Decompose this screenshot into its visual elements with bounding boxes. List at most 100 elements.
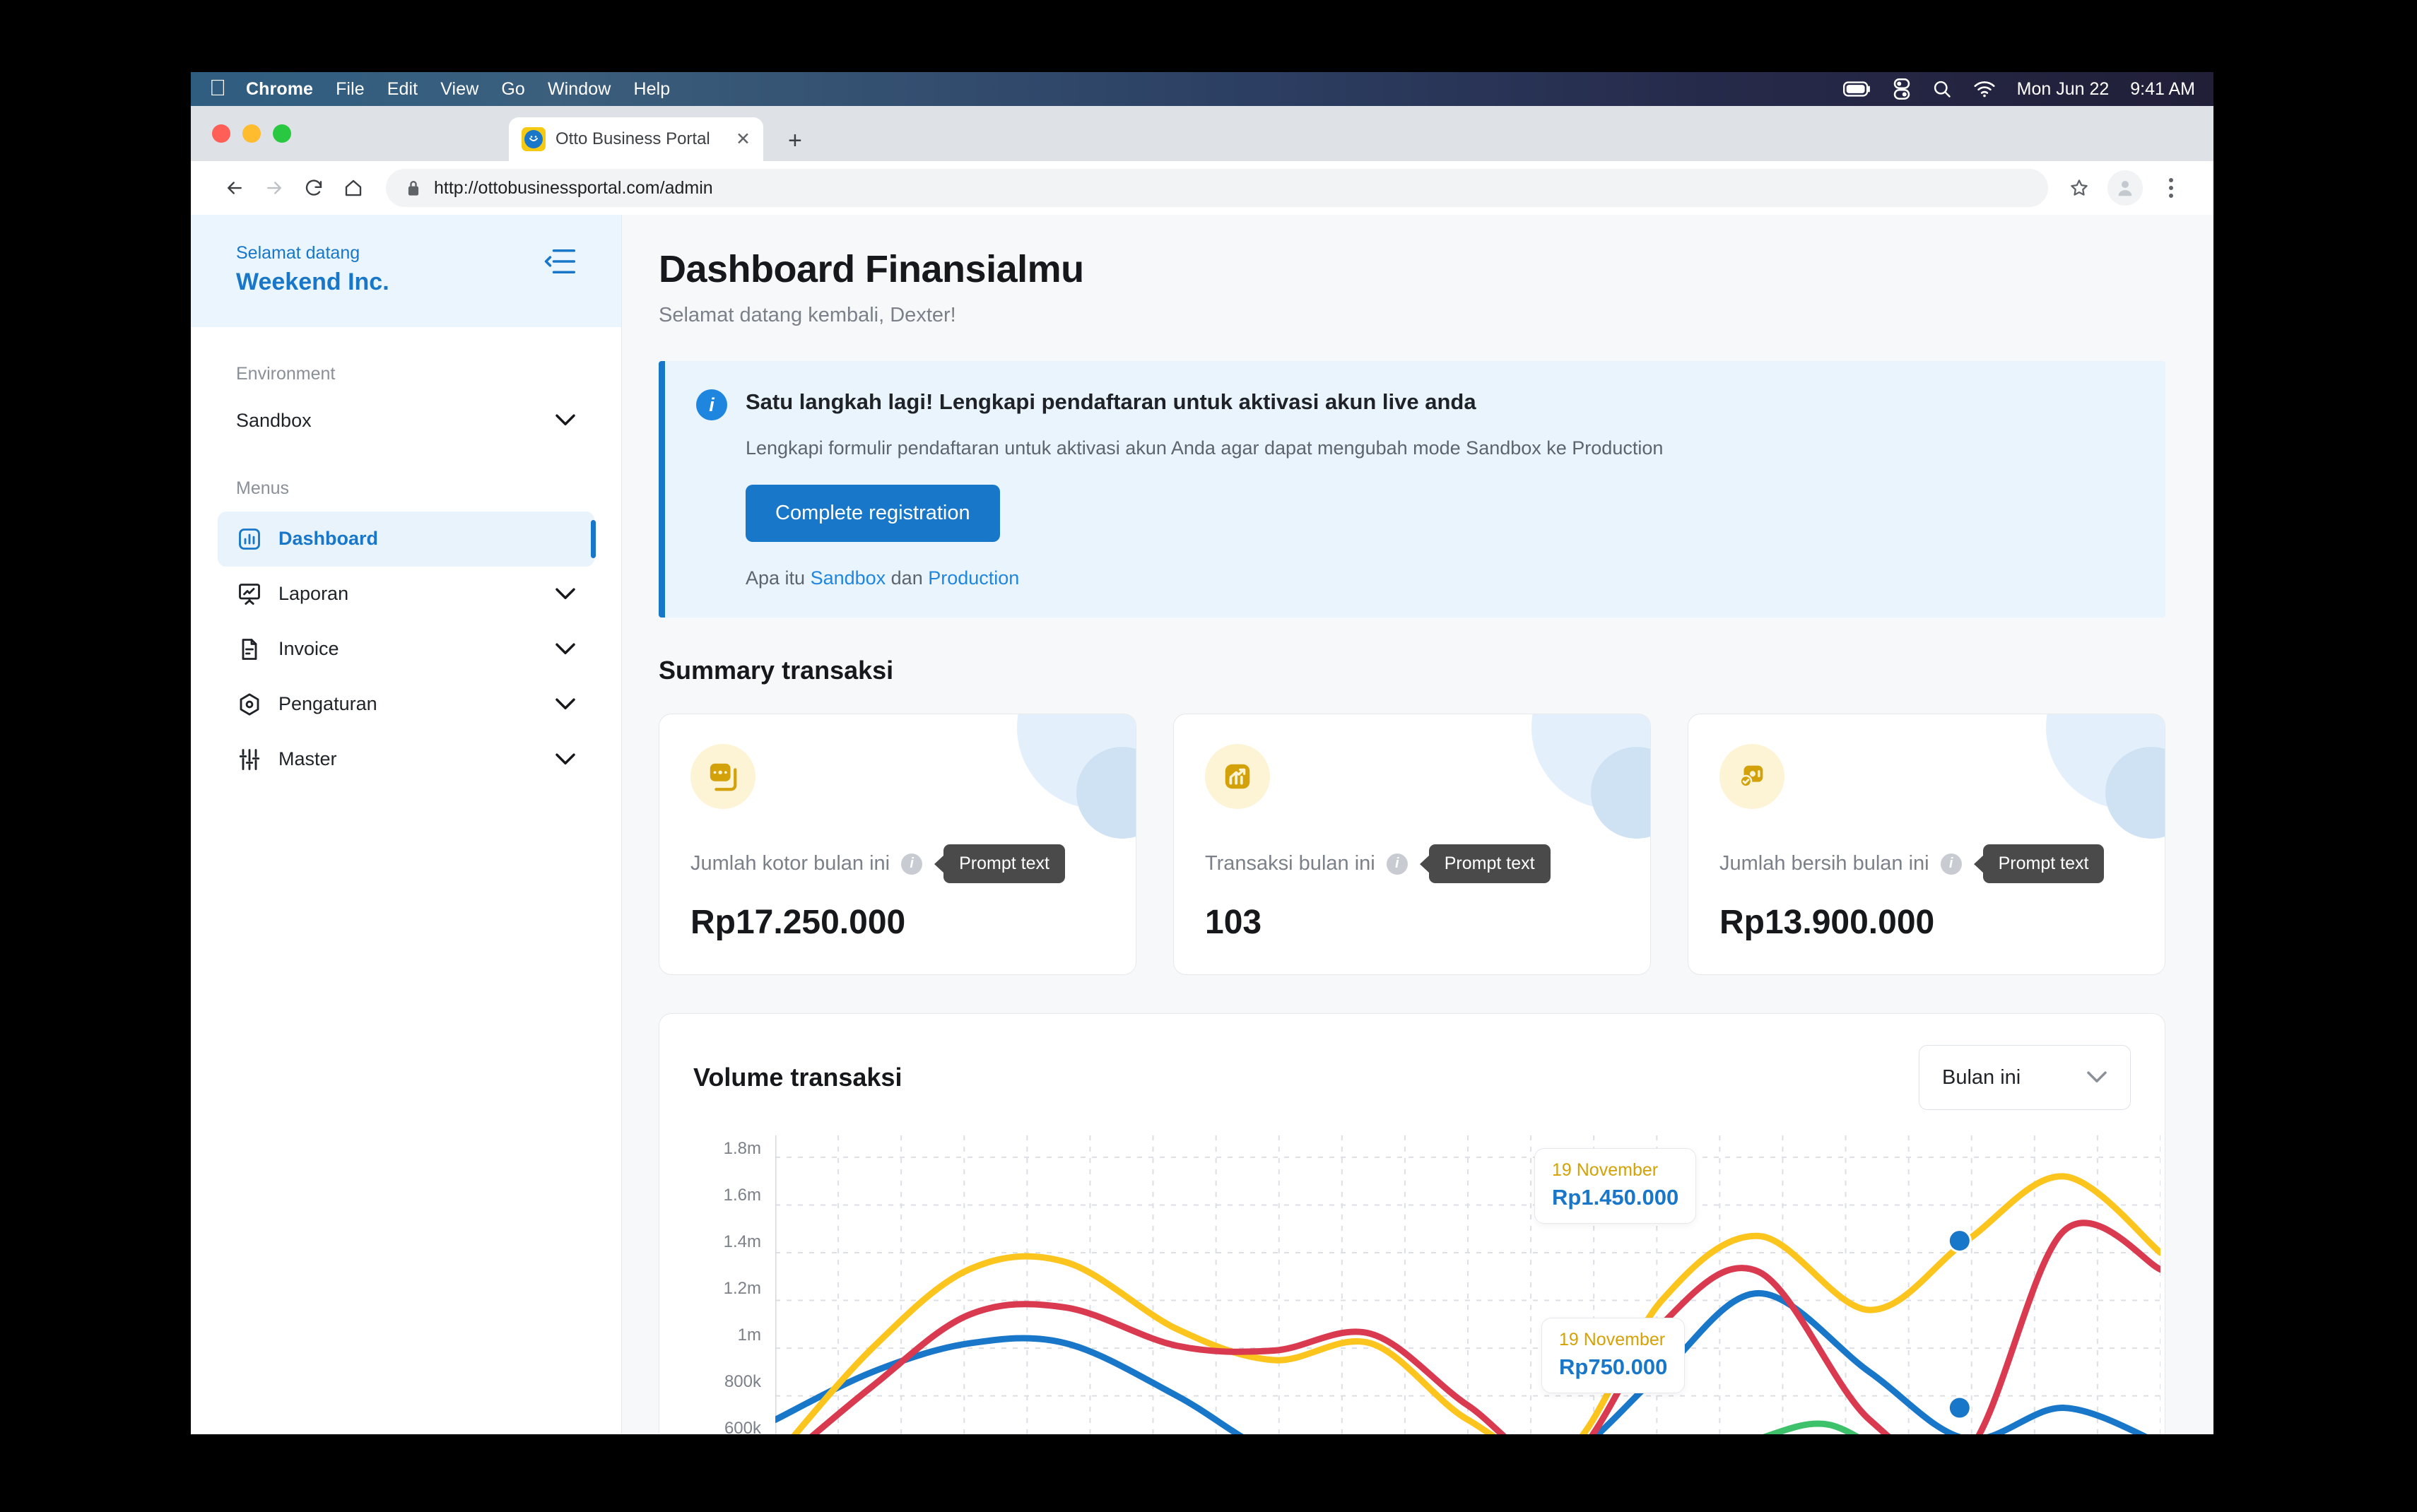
banner-text: Lengkapi formulir pendaftaran untuk akti…: [746, 437, 1664, 459]
info-icon[interactable]: i: [901, 853, 923, 875]
info-circle-icon: i: [696, 389, 727, 420]
growth-chart-icon: [1205, 744, 1270, 809]
card-value: Rp13.900.000: [1719, 904, 1935, 941]
sidebar-greeting: Selamat datang: [236, 243, 360, 263]
banner-footer: Apa itu Sandbox dan Production: [746, 567, 2131, 589]
toolbar-actions: [2061, 170, 2189, 206]
address-bar[interactable]: http://ottobusinessportal.com/admin: [386, 169, 2048, 207]
summary-heading: Summary transaksi: [659, 656, 894, 685]
chart-range-value: Bulan ini: [1942, 1065, 2021, 1089]
banner-footer-prefix: Apa itu: [746, 567, 811, 589]
profile-avatar-icon[interactable]: [2107, 170, 2143, 206]
sidebar-item-label: Dashboard: [278, 528, 379, 550]
close-icon[interactable]: ✕: [736, 129, 751, 149]
chart-y-axis: 1.8m 1.6m 1.4m 1.2m 1m 800k 600k: [693, 1135, 761, 1434]
registration-banner: i Satu langkah lagi! Lengkapi pendaftara…: [659, 361, 2165, 618]
tab-strip: Otto Business Portal ✕ +: [191, 106, 2213, 161]
new-tab-button[interactable]: +: [788, 127, 802, 154]
menu-file[interactable]: File: [319, 78, 365, 99]
chart-tooltip-2: 19 November Rp750.000: [1541, 1318, 1686, 1393]
info-icon[interactable]: i: [1386, 853, 1408, 875]
sidebar-item-label: Laporan: [278, 583, 349, 605]
production-link[interactable]: Production: [928, 567, 1020, 589]
card-tooltip: Prompt text: [943, 844, 1065, 883]
document-icon: [236, 636, 263, 663]
card-tooltip: Prompt text: [1982, 844, 2105, 883]
forward-arrow-icon: [254, 168, 294, 208]
menu-window[interactable]: Window: [530, 78, 611, 99]
sidebar: Selamat datang Weekend Inc. Environment …: [191, 215, 622, 1434]
chevron-down-icon: [555, 752, 576, 767]
chart-area: 1.8m 1.6m 1.4m 1.2m 1m 800k 600k: [693, 1135, 2160, 1434]
sidebar-item-laporan[interactable]: Laporan: [218, 567, 594, 622]
sidebar-item-invoice[interactable]: Invoice: [218, 622, 594, 677]
tooltip-value: Rp750.000: [1559, 1354, 1668, 1379]
back-arrow-icon[interactable]: [215, 168, 254, 208]
presentation-icon: [236, 581, 263, 608]
summary-card-gross: Jumlah kotor bulan ini i Prompt text Rp1…: [659, 714, 1136, 975]
menu-go[interactable]: Go: [484, 78, 524, 99]
macos-menu-bar:  Chrome File Edit View Go Window Help M…: [191, 72, 2213, 106]
address-bar-url: http://ottobusinessportal.com/admin: [434, 177, 713, 198]
chart-range-select[interactable]: Bulan ini: [1919, 1045, 2131, 1110]
chart-bars-icon: [236, 526, 263, 553]
card-label: Jumlah bersih bulan ini: [1719, 852, 1929, 875]
lock-icon: [406, 179, 421, 197]
summary-card-count: Transaksi bulan ini i Prompt text 103: [1173, 714, 1651, 975]
card-value: Rp17.250.000: [690, 904, 906, 941]
sandbox-link[interactable]: Sandbox: [810, 567, 886, 589]
kebab-menu-icon[interactable]: [2153, 170, 2189, 206]
y-tick-label: 1m: [737, 1325, 761, 1345]
star-icon[interactable]: [2061, 170, 2098, 206]
sidebar-org-name: Weekend Inc.: [236, 268, 389, 295]
menu-edit[interactable]: Edit: [370, 78, 418, 99]
collapse-sidebar-icon[interactable]: [543, 247, 576, 276]
browser-tab[interactable]: Otto Business Portal ✕: [509, 117, 763, 161]
page-content: Selamat datang Weekend Inc. Environment …: [191, 215, 2213, 1434]
banner-footer-mid: dan: [886, 567, 929, 589]
card-tooltip: Prompt text: [1428, 844, 1551, 883]
minimize-window-button[interactable]: [242, 124, 261, 143]
menu-view[interactable]: View: [423, 78, 478, 99]
battery-icon[interactable]: [1842, 81, 1871, 97]
chart-svg: [775, 1135, 2160, 1434]
chevron-down-icon: [555, 587, 576, 601]
sidebar-item-pengaturan[interactable]: Pengaturan: [218, 677, 594, 732]
sidebar-item-dashboard[interactable]: Dashboard: [218, 511, 596, 567]
close-window-button[interactable]: [212, 124, 230, 143]
environment-select-value: Sandbox: [236, 409, 312, 431]
chevron-down-icon: [555, 413, 576, 427]
apple-icon[interactable]: : [209, 76, 226, 99]
environment-select[interactable]: Sandbox: [236, 400, 576, 442]
reload-icon[interactable]: [294, 168, 334, 208]
wifi-icon[interactable]: [1973, 81, 1996, 98]
sidebar-section-menus: Menus: [236, 478, 290, 498]
chevron-down-icon: [555, 697, 576, 711]
money-stack-icon: [690, 744, 755, 809]
control-center-icon[interactable]: [1893, 78, 1911, 100]
menu-help[interactable]: Help: [616, 78, 670, 99]
card-label: Transaksi bulan ini: [1205, 852, 1375, 875]
page-title: Dashboard Finansialmu: [659, 248, 1084, 290]
y-tick-label: 1.4m: [723, 1232, 761, 1252]
tooltip-date: 19 November: [1552, 1160, 1659, 1180]
sidebar-item-label: Pengaturan: [278, 693, 377, 715]
home-icon[interactable]: [334, 168, 373, 208]
window-traffic-lights[interactable]: [212, 124, 291, 143]
search-icon[interactable]: [1932, 79, 1952, 99]
info-icon[interactable]: i: [1940, 853, 1962, 875]
tooltip-date: 19 November: [1559, 1330, 1666, 1349]
menu-chrome[interactable]: Chrome: [229, 78, 313, 99]
chart-plot: [775, 1135, 2160, 1434]
sidebar-menu-list: Dashboard Laporan: [191, 511, 621, 787]
chart-title: Volume transaksi: [693, 1063, 902, 1092]
y-tick-label: 800k: [724, 1372, 761, 1392]
sidebar-item-master[interactable]: Master: [218, 732, 594, 787]
y-tick-label: 1.6m: [723, 1186, 761, 1205]
browser-toolbar: http://ottobusinessportal.com/admin: [191, 161, 2213, 215]
chart-tooltip-1: 19 November Rp1.450.000: [1534, 1148, 1697, 1224]
maximize-window-button[interactable]: [273, 124, 291, 143]
summary-cards: Jumlah kotor bulan ini i Prompt text Rp1…: [659, 714, 2165, 975]
complete-registration-button[interactable]: Complete registration: [746, 485, 1000, 542]
